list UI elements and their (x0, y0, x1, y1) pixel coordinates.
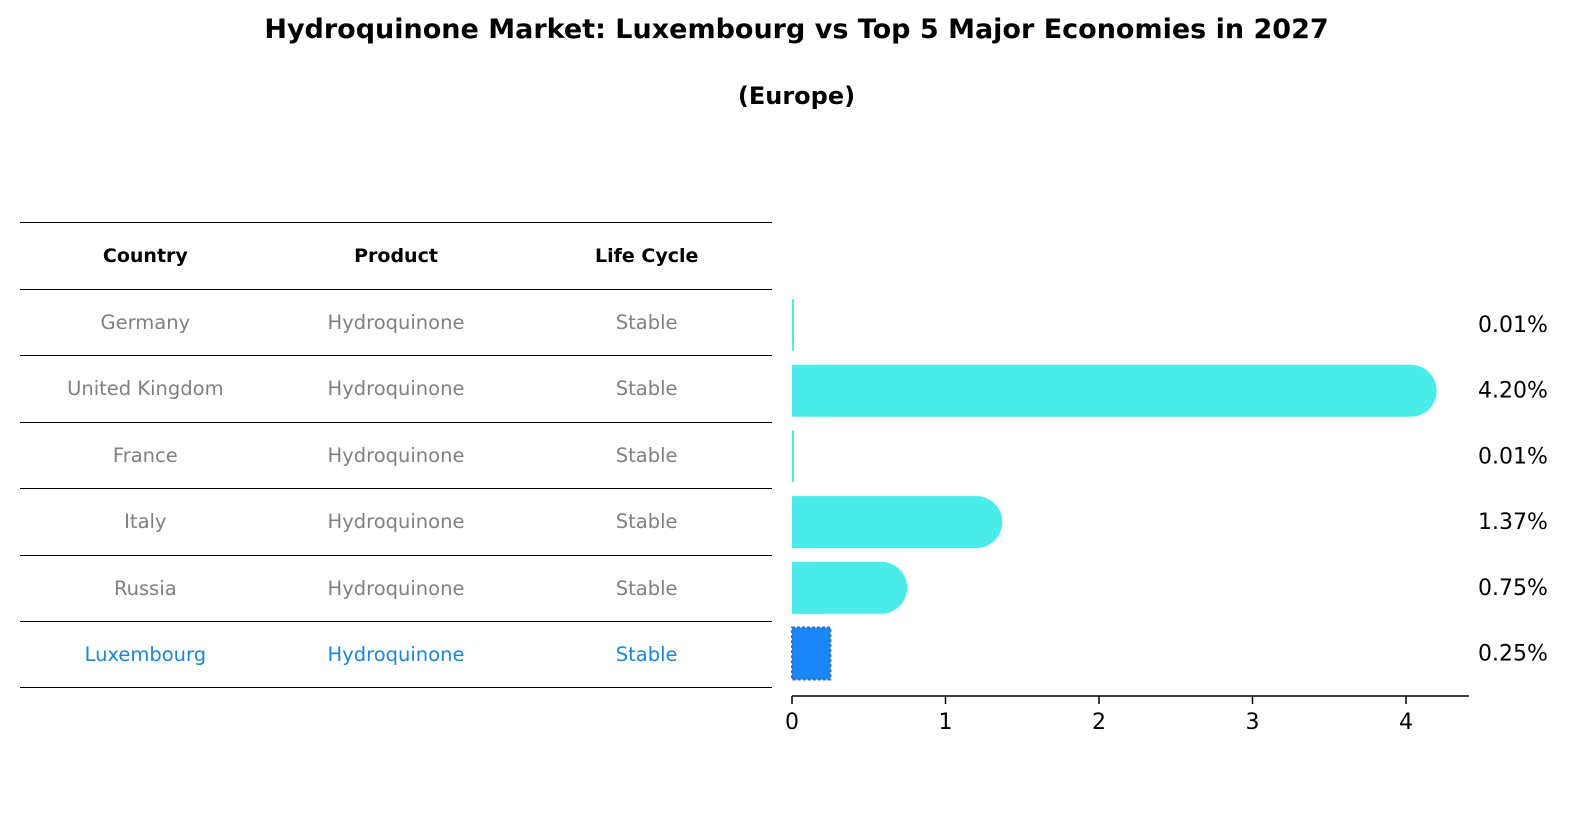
table-header-row: Country Product Life Cycle (20, 222, 772, 289)
cell-product: Hydroquinone (327, 510, 465, 534)
cell-life-cycle: Stable (615, 642, 678, 666)
bar-left-cap-united-kingdom (792, 364, 818, 417)
data-label-russia: 0.75% (1478, 576, 1548, 601)
cell-country: France (112, 443, 178, 467)
bar-germany (792, 299, 794, 351)
table-row: France Hydroquinone Stable (20, 421, 772, 489)
cell-product: Hydroquinone (327, 642, 465, 666)
header-country: Country (102, 244, 188, 267)
x-tick-label: 0 (785, 710, 799, 735)
header-product: Product (354, 244, 438, 267)
table-row: Russia Hydroquinone Stable (20, 554, 772, 622)
cell-life-cycle: Stable (615, 310, 678, 334)
bar-russia (792, 561, 908, 614)
cell-life-cycle: Stable (615, 576, 678, 600)
table-row: United Kingdom Hydroquinone Stable (20, 355, 772, 422)
x-tick-label: 4 (1399, 710, 1413, 735)
data-label-united-kingdom: 4.20% (1478, 379, 1548, 404)
cell-product: Hydroquinone (327, 443, 465, 467)
cell-product: Hydroquinone (327, 377, 465, 401)
cell-life-cycle: Stable (615, 377, 678, 401)
data-table: Country Product Life Cycle Germany Hydro… (20, 222, 772, 688)
cell-life-cycle: Stable (615, 443, 678, 467)
data-label-luxembourg: 0.25% (1478, 642, 1548, 667)
x-tick-label: 1 (939, 710, 953, 735)
chart-subtitle: (Europe) (737, 82, 856, 110)
bar-luxembourg (791, 626, 832, 681)
cell-country: Luxembourg (84, 642, 207, 666)
data-label-italy: 1.37% (1478, 510, 1548, 535)
cell-country: Germany (100, 310, 191, 334)
data-label-germany: 0.01% (1478, 313, 1548, 338)
x-tick-label: 3 (1246, 710, 1260, 735)
cell-country: Italy (124, 510, 167, 534)
table-row-highlighted: Luxembourg Hydroquinone Stable (20, 621, 772, 688)
cell-product: Hydroquinone (327, 310, 465, 334)
data-label-france: 0.01% (1478, 444, 1548, 469)
cell-product: Hydroquinone (327, 576, 465, 600)
bar-france (792, 430, 794, 483)
cell-country: United Kingdom (67, 377, 224, 401)
cell-life-cycle: Stable (615, 510, 678, 534)
cell-country: Russia (113, 576, 177, 600)
bar-united-kingdom (792, 364, 1437, 417)
table-row: Italy Hydroquinone Stable (20, 488, 772, 555)
bar-left-cap-italy (792, 496, 818, 549)
bar-left-cap-russia (792, 561, 818, 614)
chart-title: Hydroquinone Market: Luxembourg vs Top 5… (264, 14, 1329, 45)
header-life-cycle: Life Cycle (594, 244, 699, 267)
x-tick-label: 2 (1092, 710, 1106, 735)
bar-italy (792, 496, 1003, 549)
table-row: Germany Hydroquinone Stable (20, 288, 772, 356)
